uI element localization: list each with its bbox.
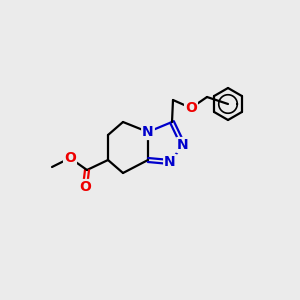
Text: N: N (142, 125, 154, 139)
Text: N: N (177, 138, 189, 152)
Text: O: O (64, 151, 76, 165)
Text: O: O (79, 180, 91, 194)
Text: O: O (185, 101, 197, 115)
Text: N: N (164, 155, 176, 169)
